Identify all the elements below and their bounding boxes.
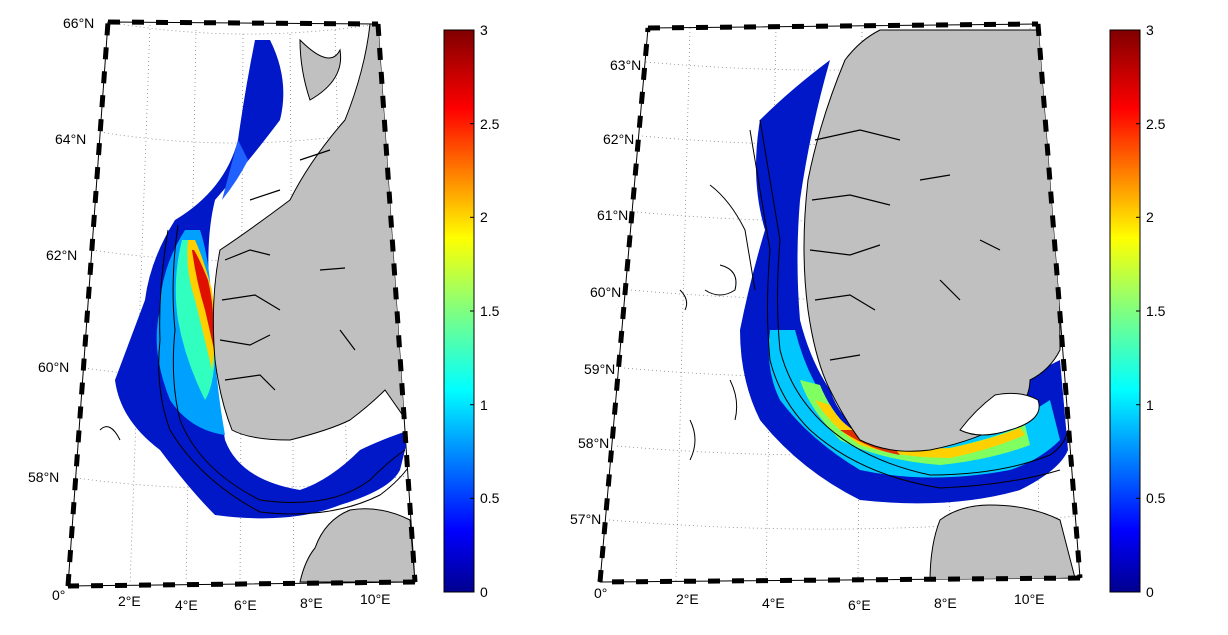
right-lon-label-6: 6°E: [848, 597, 871, 613]
left-colorbar-tick-0.5: 0.5: [480, 490, 500, 506]
left-depth-contours: [99, 224, 411, 515]
right-lat-label-63: 63°N: [610, 57, 641, 73]
left-map: [65, 19, 418, 589]
right-map: [597, 21, 1083, 585]
right-lat-label-62: 62°N: [603, 131, 634, 147]
right-colorbar-tick-2.5: 2.5: [1146, 116, 1166, 132]
right-frame-border: [597, 21, 1083, 585]
right-colorbar-tick-2: 2: [1146, 209, 1154, 225]
right-lon-label-8: 8°E: [934, 595, 957, 611]
right-colorbar-tick-0: 0: [1146, 584, 1154, 600]
right-lat-label-58: 58°N: [578, 435, 609, 451]
left-lat-label-66: 66°N: [63, 15, 94, 31]
left-colorbar-tick-2.5: 2.5: [480, 116, 500, 132]
right-colorbar-tick-1.5: 1.5: [1146, 303, 1166, 319]
right-lon-label-10: 10°E: [1014, 591, 1045, 607]
left-lon-label-10: 10°E: [360, 591, 391, 607]
left-lat-label-60: 60°N: [38, 359, 69, 375]
left-colorbar-tick-2: 2: [480, 209, 488, 225]
right-depth-contours: [679, 119, 1069, 489]
left-colorbar-tick-1.5: 1.5: [480, 303, 500, 319]
right-lat-label-61: 61°N: [597, 207, 628, 223]
right-land: [803, 29, 1076, 582]
right-colorbar-tick-3: 3: [1146, 22, 1154, 38]
left-lon-label-8: 8°E: [300, 595, 323, 611]
left-colorbar-tick-0: 0: [480, 584, 488, 600]
left-lon-label-0: 0°: [52, 587, 65, 603]
right-lat-label-59: 59°N: [584, 361, 615, 377]
left-colorbar-tick-3: 3: [480, 22, 488, 38]
left-lat-label-58: 58°N: [28, 469, 59, 485]
right-colorbar: [1109, 29, 1141, 593]
left-lat-label-64: 64°N: [55, 131, 86, 147]
left-colorbar: [443, 29, 475, 593]
left-frame-border: [65, 19, 418, 589]
right-lon-label-4: 4°E: [762, 595, 785, 611]
right-colorbar-tick-0.5: 0.5: [1146, 490, 1166, 506]
right-lon-label-2: 2°E: [676, 591, 699, 607]
right-lon-label-0: 0°: [594, 585, 607, 601]
left-colorbar-tick-1: 1: [480, 397, 488, 413]
right-lat-label-60: 60°N: [590, 284, 621, 300]
right-lat-label-57: 57°N: [570, 511, 601, 527]
left-lon-label-2: 2°E: [118, 593, 141, 609]
left-lon-label-4: 4°E: [175, 597, 198, 613]
left-lon-label-6: 6°E: [234, 597, 257, 613]
left-land: [212, 23, 415, 583]
right-colorbar-tick-1: 1: [1146, 397, 1154, 413]
left-lat-label-62: 62°N: [46, 247, 77, 263]
